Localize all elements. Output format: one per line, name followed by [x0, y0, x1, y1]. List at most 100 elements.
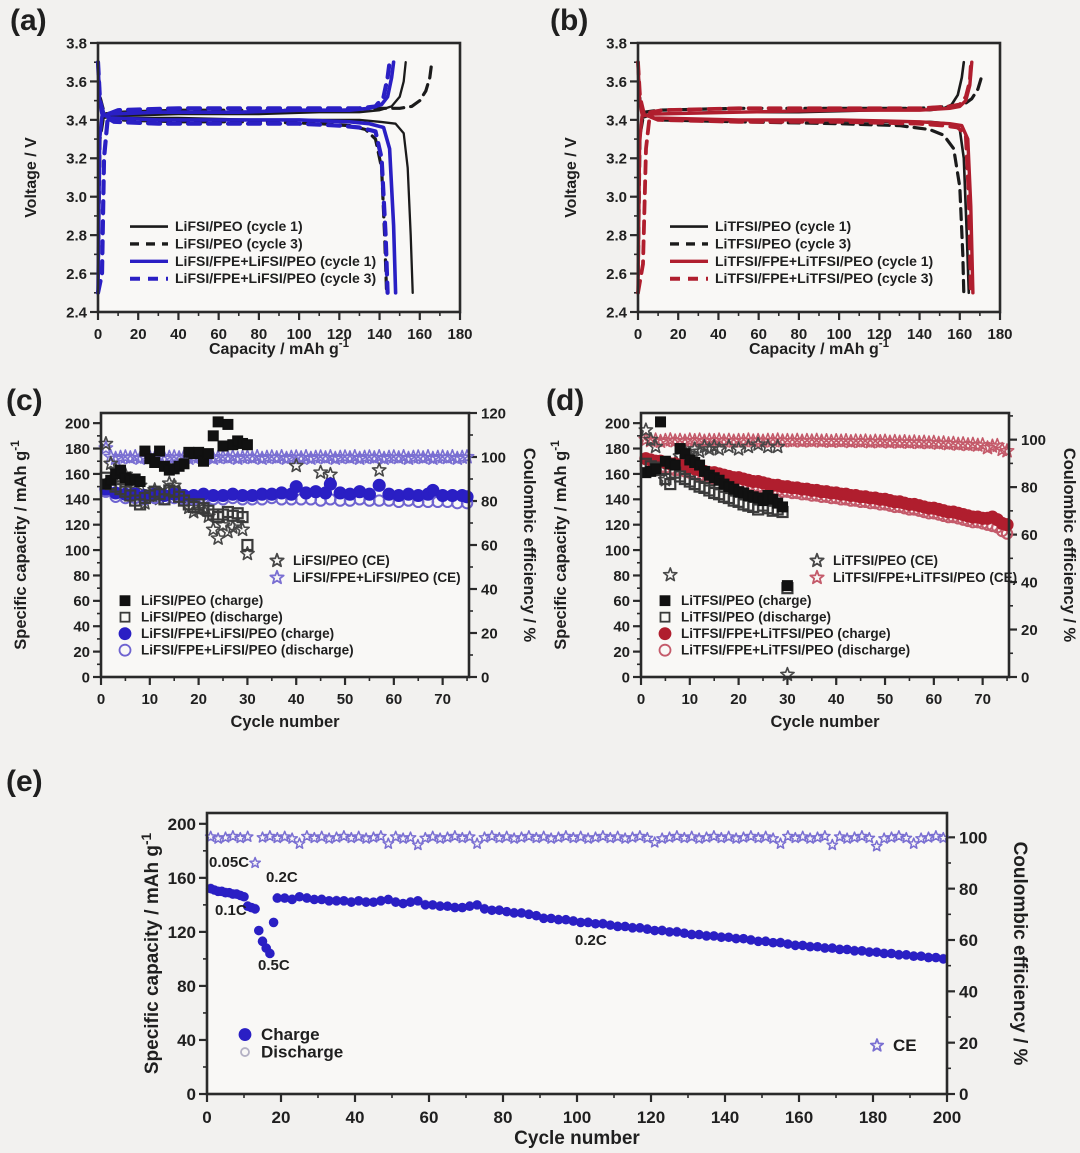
svg-text:20: 20 [730, 691, 747, 708]
svg-text:40: 40 [613, 619, 630, 636]
series-lifsi-fpe-c3 [95, 60, 392, 295]
svg-text:Coulombic efficiency / %: Coulombic efficiency / % [520, 448, 538, 643]
svg-text:40: 40 [170, 326, 187, 343]
svg-text:LiFSI/FPE+LiFSI/PEO (CE): LiFSI/FPE+LiFSI/PEO (CE) [293, 570, 461, 585]
svg-text:LiFSI/FPE+LiFSI/PEO (cycle 1): LiFSI/FPE+LiFSI/PEO (cycle 1) [175, 253, 376, 269]
svg-text:Charge: Charge [261, 1025, 320, 1044]
svg-text:80: 80 [613, 568, 630, 585]
svg-text:Coulombic efficiency / %: Coulombic efficiency / % [1060, 448, 1078, 643]
svg-text:0: 0 [82, 669, 90, 686]
panel-c: (c) 0 10 20 30 40 50 60 70 Cycle number 0 20 40 60 80… [0, 378, 540, 763]
svg-text:Specific capacity / mAh g-1: Specific capacity / mAh g-1 [139, 832, 163, 1074]
svg-text:50: 50 [337, 691, 354, 708]
panel-c-chart: 0 10 20 30 40 50 60 70 Cycle number 0 20 40 60 80 100 1… [8, 405, 538, 731]
svg-text:0: 0 [634, 326, 642, 343]
series-lifsi-peo-charge [100, 416, 253, 490]
svg-text:30: 30 [779, 691, 796, 708]
svg-text:20: 20 [73, 644, 90, 661]
svg-text:Cycle number: Cycle number [770, 713, 880, 731]
plot-area [98, 43, 460, 312]
svg-text:30: 30 [239, 691, 256, 708]
y-axis-right: 0 20 40 60 80 100 Coulombic efficiency / % [947, 828, 1030, 1104]
svg-text:40: 40 [1021, 574, 1038, 591]
panel-a-letter: (a) [10, 4, 47, 37]
svg-text:60: 60 [959, 931, 978, 950]
svg-text:160: 160 [168, 869, 196, 888]
svg-text:70: 70 [434, 691, 451, 708]
svg-text:20: 20 [130, 326, 147, 343]
svg-text:CE: CE [893, 1036, 917, 1055]
svg-text:40: 40 [828, 691, 845, 708]
svg-text:160: 160 [605, 466, 630, 483]
svg-text:60: 60 [613, 593, 630, 610]
svg-text:0: 0 [959, 1085, 968, 1104]
svg-text:20: 20 [1021, 622, 1038, 639]
rate-annotation: 0.05C [209, 854, 249, 871]
svg-text:LiFSI/PEO (CE): LiFSI/PEO (CE) [293, 553, 390, 568]
svg-text:180: 180 [859, 1108, 887, 1127]
rate-annotation: 0.2C [575, 932, 607, 949]
series-litfsi-fpe-c3 [636, 60, 973, 295]
svg-text:LiFSI/FPE+LiFSI/PEO (charge): LiFSI/FPE+LiFSI/PEO (charge) [141, 626, 334, 641]
rate-annotation: 0.1C [215, 902, 247, 919]
legend: LiTFSI/PEO (charge) LiTFSI/PEO (discharge… [658, 593, 910, 658]
series-charge [205, 883, 949, 964]
y-axis: 2.4 2.6 2.8 3.0 3.2 3.4 3.6 3.8 Voltage / V [23, 35, 98, 321]
svg-text:60: 60 [1021, 527, 1038, 544]
svg-text:180: 180 [65, 441, 90, 458]
svg-text:200: 200 [605, 416, 630, 433]
svg-text:100: 100 [827, 326, 852, 343]
svg-text:LiTFSI/FPE+LiTFSI/PEO (dischar: LiTFSI/FPE+LiTFSI/PEO (discharge) [681, 643, 910, 658]
svg-text:60: 60 [73, 593, 90, 610]
legend: LiFSI/PEO (charge)LiFSI/PEO (discharge)L… [118, 593, 354, 658]
svg-text:0: 0 [622, 669, 630, 686]
svg-text:20: 20 [613, 644, 630, 661]
svg-text:3.4: 3.4 [606, 112, 628, 129]
svg-text:50: 50 [877, 691, 894, 708]
svg-text:20: 20 [959, 1034, 978, 1053]
svg-text:40: 40 [959, 982, 978, 1001]
svg-text:100: 100 [65, 542, 90, 559]
svg-text:Voltage / V: Voltage / V [23, 137, 40, 218]
svg-text:70: 70 [974, 691, 991, 708]
svg-text:LiFSI/PEO (cycle 3): LiFSI/PEO (cycle 3) [175, 235, 303, 251]
svg-text:2.6: 2.6 [606, 266, 627, 283]
svg-text:Coulombic efficiency / %: Coulombic efficiency / % [1009, 842, 1030, 1066]
svg-text:LiTFSI/FPE+LiTFSI/PEO (cycle 3: LiTFSI/FPE+LiTFSI/PEO (cycle 3) [715, 270, 933, 286]
panel-c-letter: (c) [6, 384, 43, 417]
x-axis: 0 10 20 30 40 50 60 70 Cycle number [97, 677, 468, 731]
svg-text:160: 160 [65, 466, 90, 483]
svg-text:80: 80 [494, 1108, 513, 1127]
svg-text:3.8: 3.8 [606, 35, 627, 52]
x-axis: 0 20 40 60 80 100 120 140 160 180 Capacity / mAh g… [94, 312, 473, 358]
svg-text:160: 160 [407, 326, 432, 343]
svg-text:3.2: 3.2 [66, 151, 87, 168]
panel-d-letter: (d) [546, 384, 585, 417]
svg-text:120: 120 [327, 326, 352, 343]
panel-d: (d) 0 10 20 30 40 50 60 70 Cycle number 0 20 40 60 80… [540, 378, 1080, 763]
plot-border [96, 41, 462, 314]
svg-text:LiTFSI/PEO (cycle 1): LiTFSI/PEO (cycle 1) [715, 218, 851, 234]
svg-text:LiTFSI/PEO (charge): LiTFSI/PEO (charge) [681, 593, 812, 608]
svg-text:0: 0 [637, 691, 645, 708]
panel-b-chart: 0 20 40 60 80 100 120 140 160 180 Capacity / mAh g… [563, 35, 1013, 358]
svg-text:3.8: 3.8 [66, 35, 87, 52]
svg-text:20: 20 [190, 691, 207, 708]
svg-text:40: 40 [288, 691, 305, 708]
svg-text:60: 60 [750, 326, 767, 343]
series-litfsi-peo-charge [640, 416, 793, 592]
svg-text:200: 200 [65, 416, 90, 433]
svg-text:200: 200 [933, 1108, 961, 1127]
panel-a: (a) 0 20 40 60 80 100 120 140 160 180 Capacity / m… [0, 0, 540, 375]
legend: LiFSI/PEO (cycle 1)LiFSI/PEO (cycle 3) Li… [130, 218, 376, 286]
legend: LiTFSI/PEO (CE) LiTFSI/FPE+LiTFSI/PEO (CE… [809, 552, 1017, 585]
svg-text:2.4: 2.4 [66, 304, 88, 321]
svg-text:3.4: 3.4 [66, 112, 88, 129]
svg-text:80: 80 [481, 493, 498, 510]
plot-border [639, 411, 1011, 679]
svg-text:LiTFSI/PEO (cycle 3): LiTFSI/PEO (cycle 3) [715, 235, 851, 251]
svg-text:LiTFSI/FPE+LiTFSI/PEO (cycle 1: LiTFSI/FPE+LiTFSI/PEO (cycle 1) [715, 253, 933, 269]
svg-text:80: 80 [251, 326, 268, 343]
svg-text:0: 0 [94, 326, 102, 343]
y-axis: 0 40 80 120 160 200 Specific capacity / mAh g-… [139, 815, 207, 1104]
